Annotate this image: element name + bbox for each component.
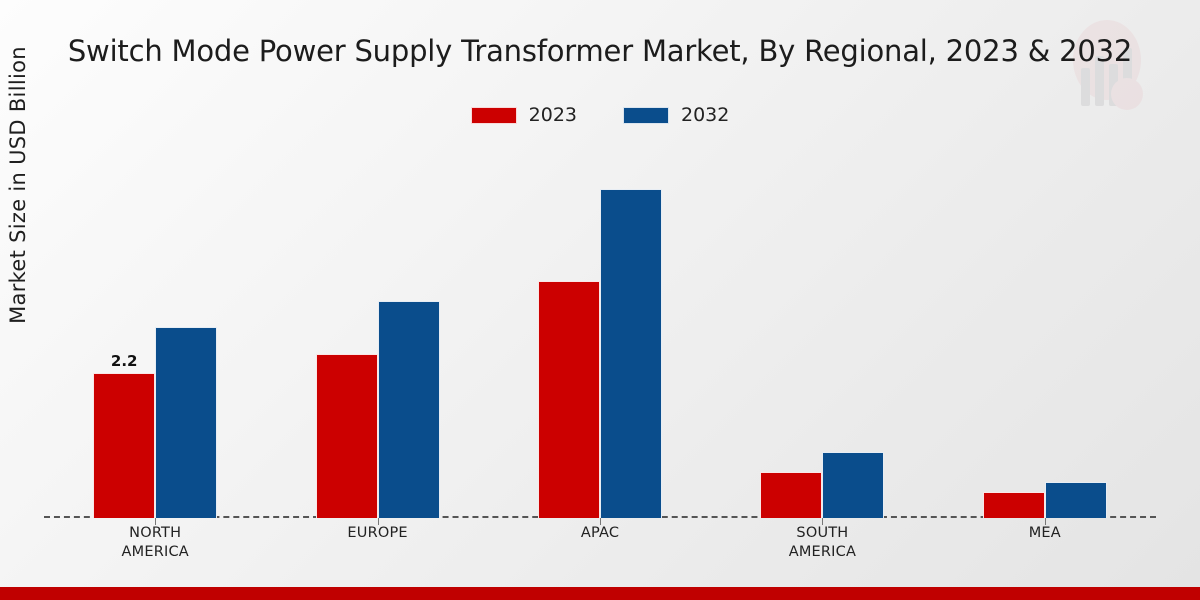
x-axis-category-label: MEA (934, 524, 1156, 543)
legend-swatch-2032 (623, 106, 669, 124)
bar-2032[interactable] (600, 189, 663, 518)
bar-group: 2.2 NORTH AMERICA (44, 150, 266, 560)
legend-label-2032: 2032 (681, 104, 730, 126)
bar-pair (266, 150, 488, 525)
category-label-line: AMERICA (121, 544, 189, 560)
bar-2023[interactable] (538, 281, 601, 518)
legend-label-2023: 2023 (528, 104, 577, 126)
bar-2023[interactable]: 2.2 (93, 352, 156, 518)
x-axis-tick (377, 518, 379, 525)
y-axis-label: Market Size in USD Billion (6, 46, 30, 324)
x-axis-tick (1044, 518, 1046, 525)
bar-group: EUROPE (266, 150, 488, 541)
bar-pair (711, 150, 933, 525)
bar-2023[interactable] (760, 472, 823, 518)
legend-item-2032[interactable]: 2032 (623, 104, 729, 126)
bar-pair (489, 150, 711, 525)
chart-legend: 2023 2032 (0, 104, 1200, 126)
x-axis-category-label: EUROPE (266, 524, 488, 543)
bar-pair: 2.2 (44, 150, 266, 525)
category-label-line: MEA (1028, 525, 1061, 541)
x-axis-category-label: SOUTH AMERICA (711, 524, 933, 562)
bar-group: SOUTH AMERICA (711, 150, 933, 560)
legend-swatch-2023 (470, 106, 517, 124)
bar-2023[interactable] (982, 491, 1045, 518)
x-axis-tick (822, 518, 824, 525)
bar-2032[interactable] (155, 327, 218, 518)
x-axis-category-label: APAC (489, 524, 711, 543)
bar-group: MEA (934, 150, 1156, 541)
x-axis-tick (155, 518, 157, 525)
footer-accent-bar (0, 587, 1200, 600)
bar-value-label: 2.2 (110, 352, 138, 371)
bar-2032[interactable] (1044, 481, 1107, 518)
bar-2032[interactable] (822, 452, 885, 518)
page-title: Switch Mode Power Supply Transformer Mar… (67, 34, 1133, 68)
category-label-line: EUROPE (347, 525, 408, 541)
category-label-line: NORTH (129, 525, 182, 541)
bar-2023[interactable] (315, 353, 378, 518)
category-label-line: SOUTH (796, 525, 849, 541)
bar-pair (934, 150, 1156, 525)
bar-groups: 2.2 NORTH AMERICA EUROPE APAC SOUTH AMERICA MEA (44, 150, 1156, 560)
bar-2032[interactable] (377, 301, 440, 518)
legend-item-2023[interactable]: 2023 (470, 104, 577, 126)
category-label-line: AMERICA (788, 544, 857, 560)
plot-area: 2.2 NORTH AMERICA EUROPE APAC SOUTH AMERICA MEA (44, 150, 1156, 560)
x-axis-category-label: NORTH AMERICA (44, 524, 266, 562)
bar-group: APAC (489, 150, 711, 541)
category-label-line: APAC (580, 525, 620, 541)
x-axis-tick (600, 518, 602, 525)
